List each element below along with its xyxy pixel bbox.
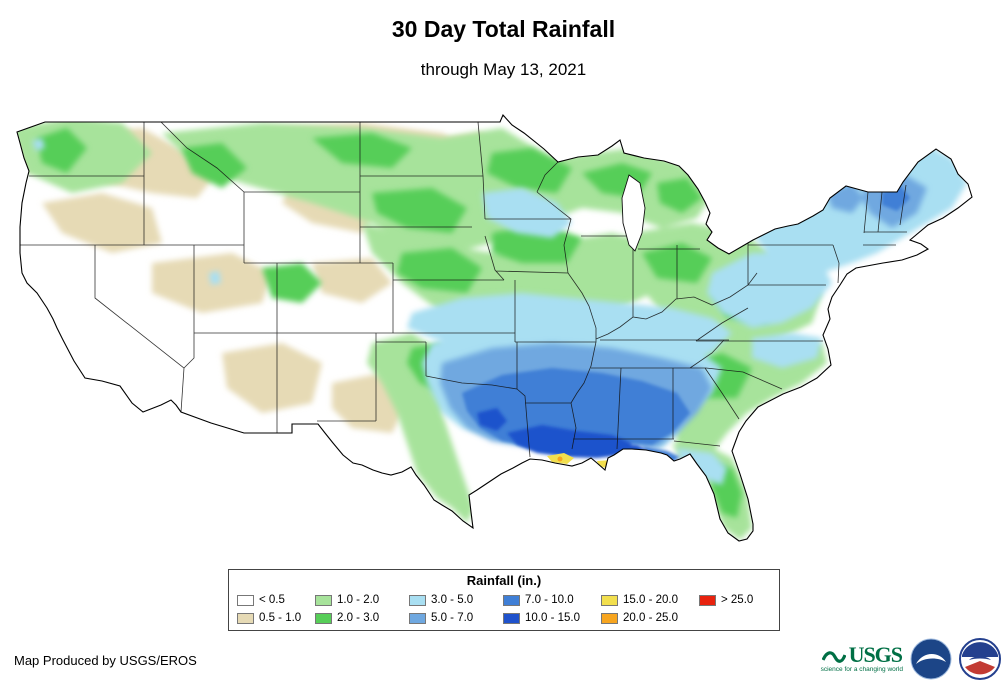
legend-swatch xyxy=(601,612,618,624)
agency-logos: USGS science for a changing world xyxy=(821,638,1001,680)
legend-swatch xyxy=(237,612,254,624)
rain-patch xyxy=(492,223,582,263)
rain-patch xyxy=(312,133,412,168)
rain-patch xyxy=(707,253,832,328)
rain-patch xyxy=(557,456,563,462)
rain-patch xyxy=(487,148,572,193)
rain-patch xyxy=(42,193,162,253)
rain-patch xyxy=(597,460,619,469)
us-rainfall-map xyxy=(12,112,977,564)
rain-patch xyxy=(657,178,702,213)
legend-swatch xyxy=(409,612,426,624)
usgs-tagline: science for a changing world xyxy=(820,666,903,674)
page-subtitle: through May 13, 2021 xyxy=(420,60,587,79)
legend-swatch xyxy=(315,612,332,624)
rain-patch xyxy=(312,258,392,303)
legend-row-2: 0.5 - 1.0 2.0 - 3.0 5.0 - 7.0 10.0 - 15.… xyxy=(237,609,771,627)
rain-patch xyxy=(182,143,247,188)
rain-layer-05-1 xyxy=(17,123,507,433)
rain-patch xyxy=(372,188,467,233)
legend-label: 1.0 - 2.0 xyxy=(337,594,380,606)
legend-label: 3.0 - 5.0 xyxy=(431,594,474,606)
legend-swatch xyxy=(699,594,716,606)
map-credit: Map Produced by USGS/EROS xyxy=(14,653,197,668)
noaa-logo xyxy=(910,638,952,680)
rain-patch xyxy=(37,128,87,173)
legend-row-1: < 0.5 1.0 - 2.0 3.0 - 5.0 7.0 - 10.0 15.… xyxy=(237,591,771,609)
legend-item: > 25.0 xyxy=(699,594,769,606)
legend-item: 7.0 - 10.0 xyxy=(503,594,601,606)
legend-item: 2.0 - 3.0 xyxy=(315,612,409,624)
usgs-wave-icon xyxy=(821,651,846,664)
legend-label: 2.0 - 3.0 xyxy=(337,612,380,624)
rain-patch xyxy=(209,271,221,285)
legend-title: Rainfall (in.) xyxy=(466,573,542,588)
usgs-logo: USGS science for a changing world xyxy=(821,644,903,674)
rain-patch xyxy=(222,343,322,413)
legend-item: 1.0 - 2.0 xyxy=(315,594,409,606)
page-title: 30 Day Total Rainfall xyxy=(391,16,616,42)
rain-patch xyxy=(752,333,822,368)
legend-swatch xyxy=(237,594,254,606)
legend-label: 20.0 - 25.0 xyxy=(623,612,678,624)
legend-label: < 0.5 xyxy=(259,594,285,606)
rain-patch xyxy=(507,425,632,458)
rain-patch xyxy=(752,138,967,273)
usgs-wordmark: USGS xyxy=(848,642,903,668)
nws-logo xyxy=(959,638,1001,680)
legend-swatch xyxy=(315,594,332,606)
us-outline xyxy=(16,113,973,542)
legend-label: 10.0 - 15.0 xyxy=(525,612,580,624)
state-boundaries xyxy=(20,121,907,458)
legend-item: 20.0 - 25.0 xyxy=(601,612,699,624)
legend-label: 5.0 - 7.0 xyxy=(431,612,474,624)
legend-item: 5.0 - 7.0 xyxy=(409,612,503,624)
rain-patch xyxy=(462,368,690,451)
legend-item: 3.0 - 5.0 xyxy=(409,594,503,606)
legend-swatch xyxy=(601,594,618,606)
rain-patch xyxy=(477,408,507,431)
legend-label: > 25.0 xyxy=(721,594,754,606)
lake-michigan xyxy=(621,174,646,252)
legend-label: 0.5 - 1.0 xyxy=(259,612,302,624)
legend-label: 7.0 - 10.0 xyxy=(525,594,574,606)
legend-item: 15.0 - 20.0 xyxy=(601,594,699,606)
legend-item: 10.0 - 15.0 xyxy=(503,612,601,624)
legend-swatch xyxy=(503,612,520,624)
legend-swatch xyxy=(409,594,426,606)
legend-item: 0.5 - 1.0 xyxy=(237,612,315,624)
legend-label: 15.0 - 20.0 xyxy=(623,594,678,606)
rain-patch xyxy=(482,188,572,238)
rainfall-layers xyxy=(17,115,972,541)
legend-box: Rainfall (in.) < 0.5 1.0 - 2.0 3.0 - 5.0… xyxy=(228,569,780,631)
legend-swatch xyxy=(503,594,520,606)
rain-patch xyxy=(397,248,482,293)
rain-patch xyxy=(32,138,45,151)
legend-item: < 0.5 xyxy=(237,594,315,606)
map-svg xyxy=(16,113,973,542)
